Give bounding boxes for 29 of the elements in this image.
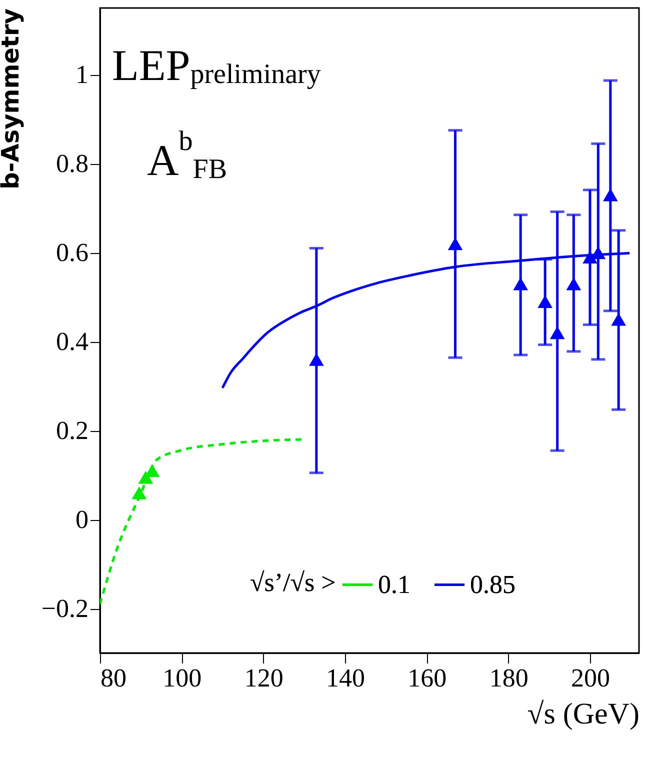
y-tick-label: −0.2 — [41, 594, 88, 624]
x-tick-label: 200 — [571, 664, 610, 692]
legend-label: 0.1 — [378, 570, 410, 599]
x-tick-label: 160 — [408, 664, 447, 692]
y-tick-label: 0.6 — [56, 238, 88, 268]
x-tick-label: 140 — [326, 664, 365, 692]
x-tick-label: 120 — [244, 664, 284, 692]
annotation: LEP$_{preliminary}$ — [112, 41, 321, 90]
y-tick-label: 0.4 — [56, 327, 88, 356]
y-tick-label: 0.8 — [56, 149, 88, 178]
point — [603, 188, 618, 202]
x-tick-label: 180 — [489, 664, 528, 692]
legend-title: √s’/√s > — [250, 568, 336, 597]
y-tick-label: 0 — [76, 505, 88, 534]
y-tick-label: 0.2 — [56, 416, 88, 446]
point — [132, 486, 147, 500]
y-tick-label: 1 — [76, 60, 88, 90]
y-axis-title: b-Asymmetry — [0, 8, 24, 190]
point — [582, 250, 598, 264]
point — [309, 352, 324, 366]
point — [513, 277, 528, 290]
point — [550, 326, 565, 340]
point — [611, 312, 626, 326]
x-tick-label: 80 — [100, 664, 126, 692]
point — [566, 277, 582, 290]
x-tick-label: 100 — [162, 664, 202, 692]
x-axis-title: √s (GeV) — [527, 698, 640, 730]
point — [538, 295, 552, 308]
legend-label: 0.85 — [470, 570, 516, 599]
